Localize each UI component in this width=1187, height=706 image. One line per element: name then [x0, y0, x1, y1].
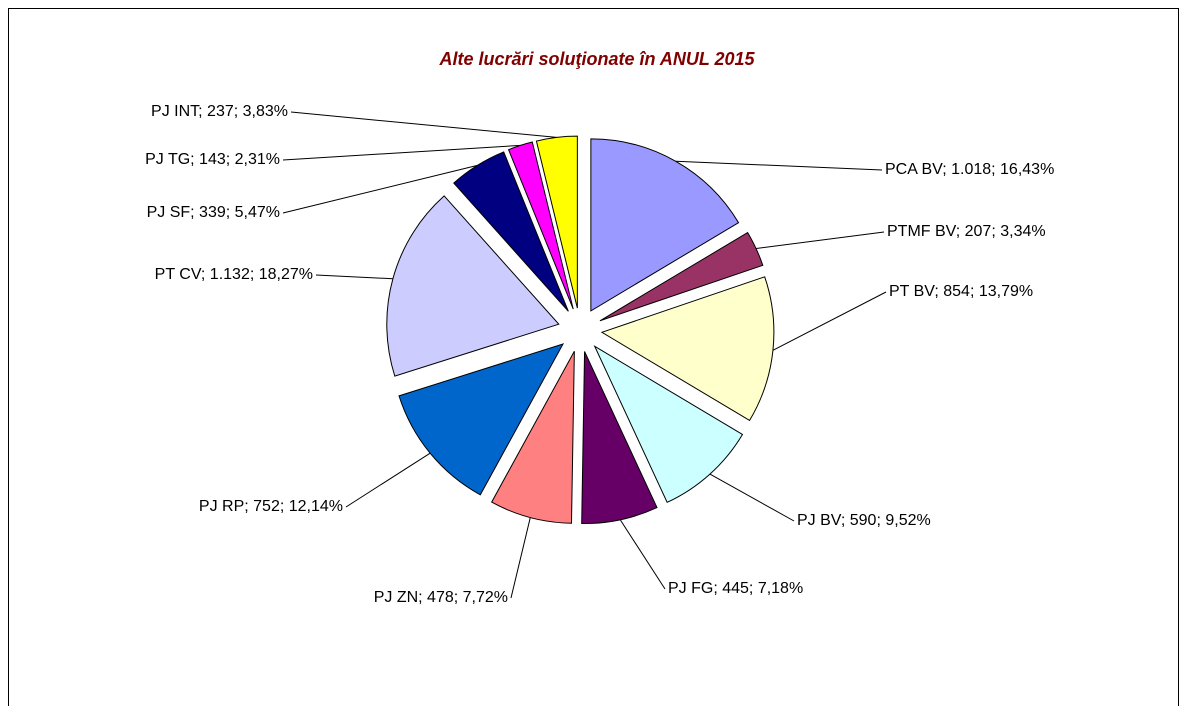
- data-label: PT CV; 1.132; 18,27%: [155, 266, 313, 283]
- pie-slice: [590, 138, 740, 312]
- data-label: PJ ZN; 478; 7,72%: [374, 589, 508, 606]
- data-label: PJ INT; 237; 3,83%: [151, 103, 288, 120]
- leader-line: [282, 164, 478, 214]
- data-label: PJ SF; 339; 5,47%: [147, 204, 280, 221]
- leader-line: [345, 452, 431, 508]
- leader-line: [315, 274, 393, 280]
- leader-line: [510, 517, 531, 599]
- leader-line: [756, 231, 885, 250]
- pie-slice: [581, 351, 658, 524]
- data-label: PJ FG; 445; 7,18%: [668, 580, 803, 597]
- data-label: PTMF BV; 207; 3,34%: [887, 223, 1046, 240]
- leader-line: [290, 111, 557, 138]
- data-label: PCA BV; 1.018; 16,43%: [885, 161, 1054, 178]
- leader-line: [282, 144, 521, 161]
- leader-line: [772, 291, 887, 351]
- leader-line: [675, 160, 883, 171]
- pie-slice: [386, 195, 560, 377]
- chart-frame: [8, 8, 1179, 706]
- pie-slice: [398, 343, 565, 496]
- leader-line: [709, 473, 795, 522]
- data-label: PT BV; 854; 13,79%: [889, 283, 1033, 300]
- chart-title: Alte lucrări soluţionate în ANUL 2015: [438, 49, 755, 69]
- data-label: PJ RP; 752; 12,14%: [199, 498, 343, 515]
- data-label: PJ BV; 590; 9,52%: [797, 512, 931, 529]
- leader-line: [619, 519, 666, 590]
- data-label: PJ TG; 143; 2,31%: [145, 151, 280, 168]
- pie-slice: [507, 141, 574, 310]
- pie-slice: [599, 231, 764, 322]
